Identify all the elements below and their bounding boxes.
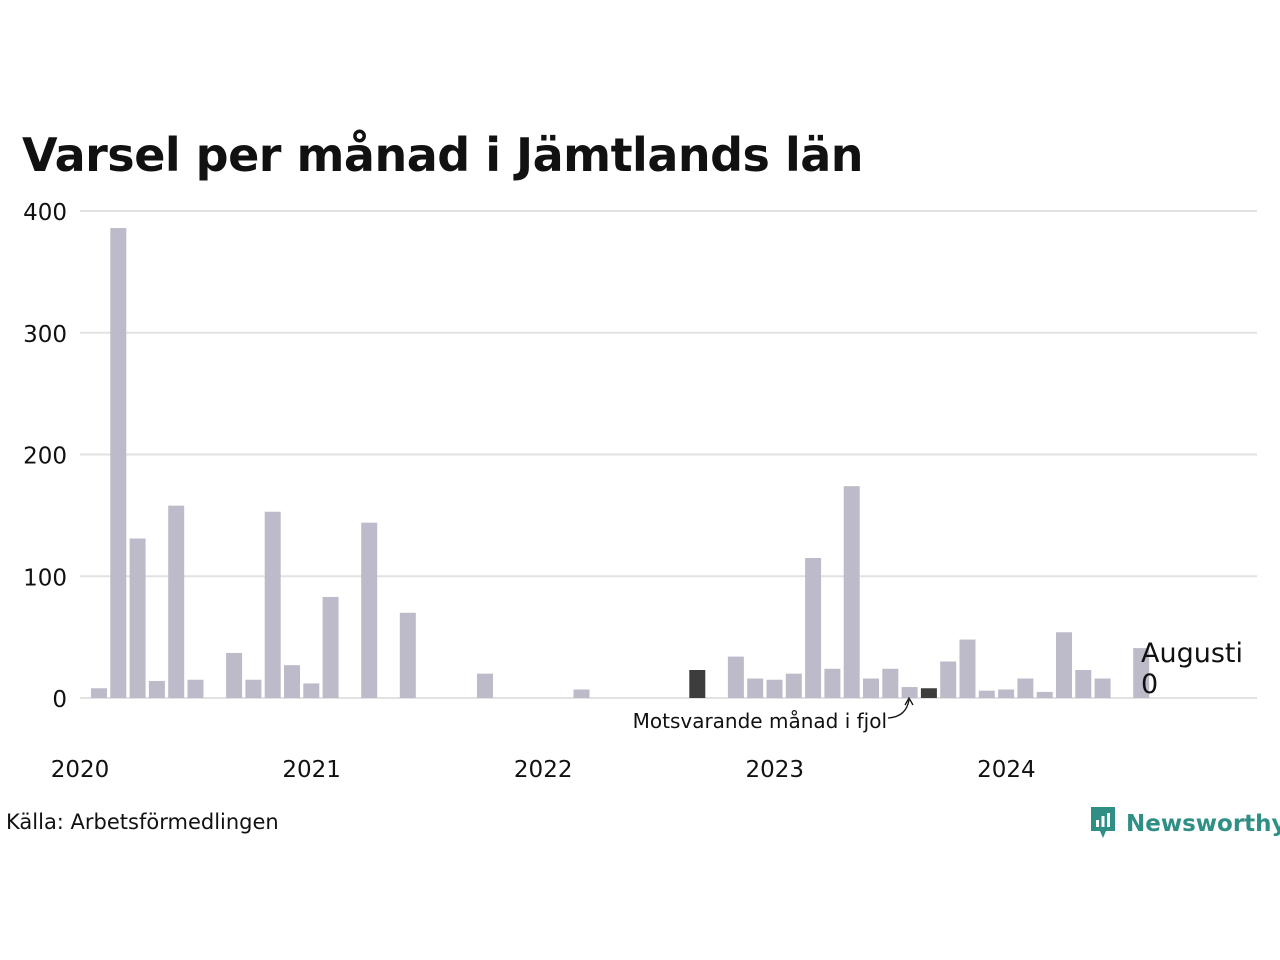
comparison-label: Motsvarande månad i fjol <box>633 709 887 733</box>
x-tick-label: 2020 <box>51 757 110 783</box>
bar <box>168 505 185 698</box>
annotation-arrow-line <box>887 699 910 719</box>
bar <box>284 665 300 698</box>
bar <box>1056 632 1072 698</box>
bar <box>978 690 995 698</box>
x-tick-label: 2024 <box>977 757 1036 783</box>
bar <box>91 688 107 698</box>
bar <box>477 673 493 698</box>
bar <box>1036 691 1053 698</box>
bar <box>399 612 416 698</box>
y-tick-label: 100 <box>23 565 67 591</box>
bar <box>573 689 590 698</box>
bar <box>303 683 320 698</box>
bar <box>882 668 899 698</box>
brand-name: Newsworthy <box>1126 811 1280 837</box>
bar <box>785 673 802 698</box>
x-tick-label: 2021 <box>282 757 341 783</box>
bar <box>824 668 841 698</box>
source-note: Källa: Arbetsförmedlingen <box>6 810 279 834</box>
bar <box>863 678 879 698</box>
bar <box>361 522 378 698</box>
current-month-label: Augusti <box>1141 638 1243 669</box>
bar <box>766 679 783 698</box>
bar <box>901 687 918 698</box>
bar <box>998 689 1015 698</box>
bar <box>727 656 744 698</box>
y-tick-label: 200 <box>23 444 67 470</box>
y-axis-ticks: 0 100 200 300 400 <box>23 200 67 713</box>
bar <box>747 678 764 698</box>
bar <box>322 596 339 698</box>
bar <box>226 652 243 698</box>
grid-lines <box>80 210 1257 699</box>
bar <box>1017 678 1034 698</box>
bar <box>1094 678 1111 698</box>
x-tick-label: 2023 <box>746 757 805 783</box>
annotations: Motsvarande månad i fjol Augusti 0 <box>633 638 1243 733</box>
y-tick-label: 0 <box>52 687 67 713</box>
bar <box>264 511 281 698</box>
bar-highlight <box>920 688 937 698</box>
bar <box>245 679 262 698</box>
x-tick-label: 2022 <box>514 757 573 783</box>
bar <box>959 639 976 698</box>
bar <box>148 680 165 698</box>
bar <box>843 486 860 698</box>
chart-title: Varsel per månad i Jämtlands län <box>22 128 864 182</box>
annotation-arrowhead <box>904 696 914 706</box>
y-tick-label: 400 <box>23 200 67 226</box>
bar <box>940 661 957 698</box>
bars <box>91 228 1150 699</box>
bar <box>187 679 204 698</box>
bar <box>110 228 127 699</box>
bar <box>129 538 146 698</box>
y-tick-label: 300 <box>23 322 67 348</box>
bar <box>1075 669 1092 698</box>
bar-highlight <box>689 669 706 698</box>
bar <box>805 557 822 698</box>
brand-logo: Newsworthy <box>1088 804 1280 844</box>
newsworthy-logo-icon <box>1088 804 1118 844</box>
bar <box>1133 648 1150 698</box>
x-axis-ticks: 2020 2021 2022 2023 2024 <box>51 757 1036 783</box>
current-value-label: 0 <box>1141 669 1158 700</box>
